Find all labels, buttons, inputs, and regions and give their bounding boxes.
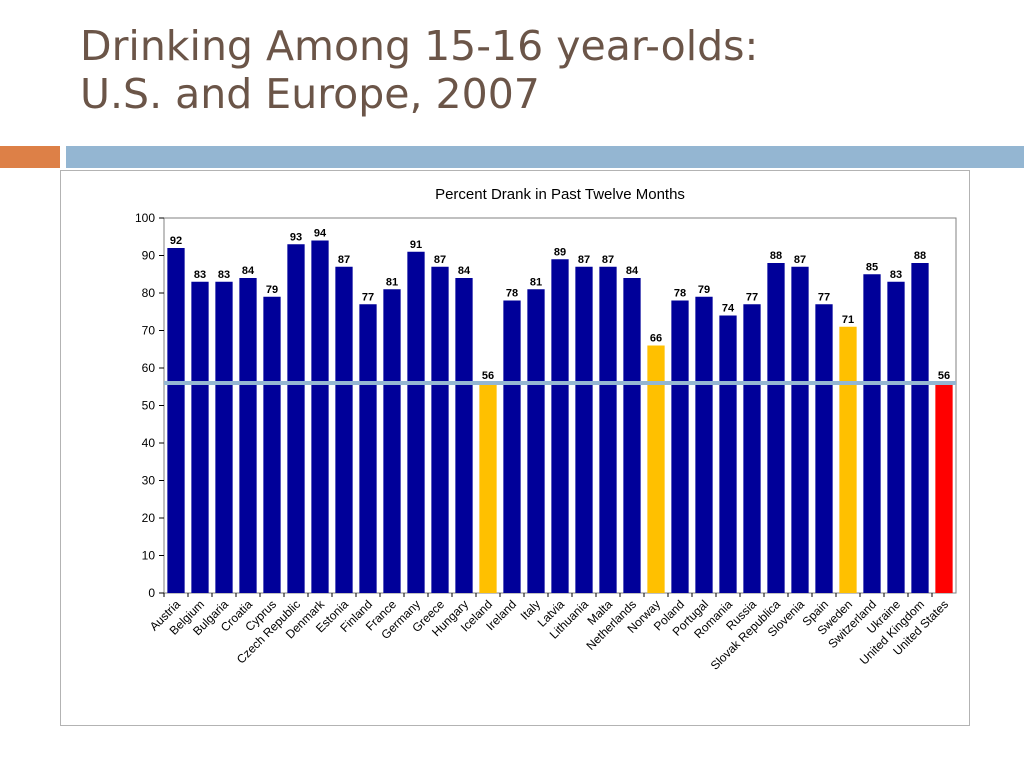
y-tick-label: 60 bbox=[142, 361, 156, 375]
data-label: 71 bbox=[842, 314, 854, 326]
bar bbox=[623, 278, 641, 593]
bar bbox=[839, 326, 857, 593]
bar bbox=[311, 240, 329, 593]
data-label: 89 bbox=[554, 246, 566, 258]
data-label: 88 bbox=[770, 250, 782, 262]
accent-bar-blue bbox=[66, 146, 1024, 168]
y-tick-label: 70 bbox=[142, 324, 156, 338]
data-label: 94 bbox=[314, 228, 327, 240]
slide-title: Drinking Among 15-16 year-olds: U.S. and… bbox=[80, 22, 758, 118]
y-tick-label: 90 bbox=[142, 249, 156, 263]
chart-frame: Percent Drank in Past Twelve Months 0 10 20… bbox=[60, 170, 970, 726]
data-label: 93 bbox=[290, 231, 302, 243]
data-label: 83 bbox=[218, 269, 230, 281]
bar bbox=[887, 281, 905, 593]
accent-bar-orange bbox=[0, 146, 60, 168]
data-label: 92 bbox=[170, 235, 182, 247]
data-label: 74 bbox=[722, 303, 735, 315]
y-tick-label: 30 bbox=[142, 474, 156, 488]
y-tick-label: 0 bbox=[148, 586, 155, 600]
bar bbox=[551, 259, 569, 593]
bar bbox=[167, 248, 185, 593]
data-label: 88 bbox=[914, 250, 926, 262]
data-label: 79 bbox=[698, 284, 710, 296]
bar-chart: Percent Drank in Past Twelve Months 0 10 20… bbox=[135, 186, 957, 673]
bar bbox=[671, 300, 689, 593]
data-label: 83 bbox=[194, 269, 206, 281]
data-label: 87 bbox=[578, 254, 590, 266]
data-label: 77 bbox=[362, 291, 374, 303]
data-label: 77 bbox=[746, 291, 758, 303]
bar bbox=[647, 345, 665, 593]
data-label: 77 bbox=[818, 291, 830, 303]
data-label: 91 bbox=[410, 239, 422, 251]
bar bbox=[791, 266, 809, 593]
chart-title: Percent Drank in Past Twelve Months bbox=[435, 186, 685, 203]
data-label: 66 bbox=[650, 333, 662, 345]
bar bbox=[191, 281, 209, 593]
bar bbox=[935, 383, 953, 593]
data-label: 87 bbox=[338, 254, 350, 266]
bar bbox=[815, 304, 833, 593]
bar bbox=[287, 244, 305, 593]
data-label: 83 bbox=[890, 269, 902, 281]
data-label: 78 bbox=[506, 288, 518, 300]
bar bbox=[215, 281, 233, 593]
y-tick-label: 20 bbox=[142, 511, 156, 525]
bar bbox=[407, 251, 425, 593]
data-label: 56 bbox=[938, 370, 950, 382]
bar bbox=[695, 296, 713, 593]
data-label: 87 bbox=[434, 254, 446, 266]
y-tick-label: 40 bbox=[142, 436, 156, 450]
bar bbox=[719, 315, 737, 593]
y-tick-label: 50 bbox=[142, 399, 156, 413]
bar bbox=[455, 278, 473, 593]
y-tick-label: 80 bbox=[142, 286, 156, 300]
data-label: 84 bbox=[458, 265, 471, 277]
y-tick-label: 10 bbox=[142, 549, 156, 563]
bar bbox=[335, 266, 353, 593]
slide-title-line-1: Drinking Among 15-16 year-olds: bbox=[80, 22, 759, 70]
data-label: 87 bbox=[602, 254, 614, 266]
data-label: 84 bbox=[626, 265, 639, 277]
data-label: 85 bbox=[866, 261, 878, 273]
bar bbox=[503, 300, 521, 593]
bar bbox=[527, 289, 545, 593]
data-label: 79 bbox=[266, 284, 278, 296]
bar bbox=[263, 296, 281, 593]
slide-title-line-2: U.S. and Europe, 2007 bbox=[80, 70, 540, 118]
bar bbox=[239, 278, 257, 593]
bar bbox=[599, 266, 617, 593]
bar bbox=[359, 304, 377, 593]
bar bbox=[911, 263, 929, 593]
data-label: 87 bbox=[794, 254, 806, 266]
bar bbox=[383, 289, 401, 593]
data-label: 56 bbox=[482, 370, 494, 382]
bar bbox=[863, 274, 881, 593]
bar bbox=[767, 263, 785, 593]
bar bbox=[575, 266, 593, 593]
data-label: 84 bbox=[242, 265, 255, 277]
data-label: 81 bbox=[530, 276, 542, 288]
data-label: 78 bbox=[674, 288, 686, 300]
y-tick-label: 100 bbox=[135, 211, 155, 225]
bar bbox=[479, 383, 497, 593]
bar bbox=[431, 266, 449, 593]
bar bbox=[743, 304, 761, 593]
data-label: 81 bbox=[386, 276, 398, 288]
